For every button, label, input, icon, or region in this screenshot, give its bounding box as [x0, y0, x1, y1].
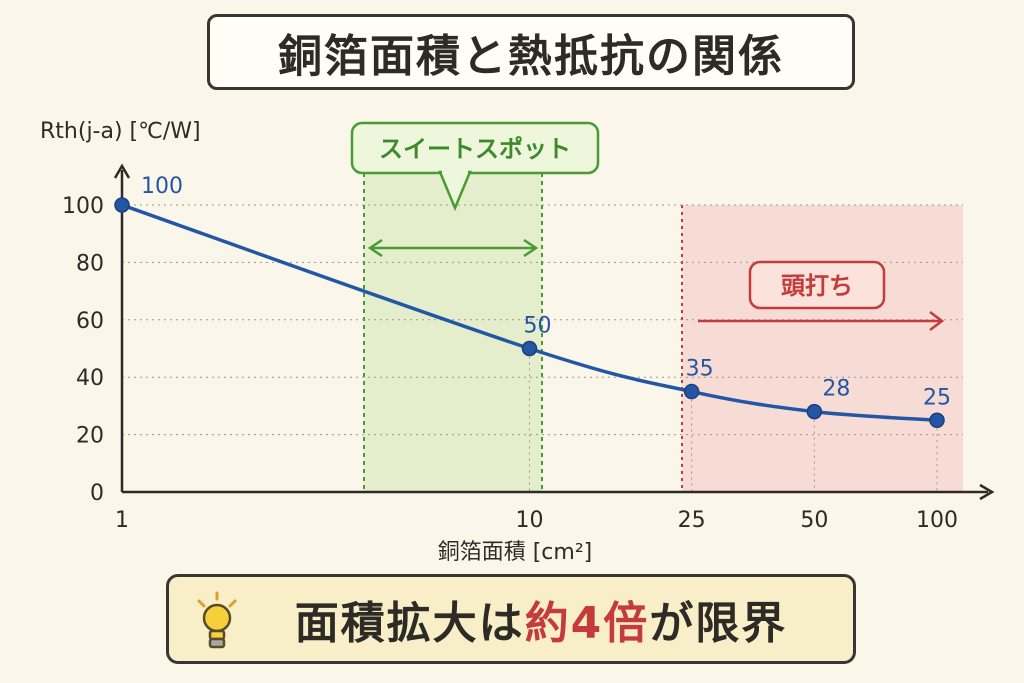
data-points — [114, 197, 945, 428]
data-label: 50 — [524, 314, 552, 339]
plateau-arrow-head — [929, 311, 945, 331]
y-axis-label: Rth(j-a) [℃/W] — [40, 119, 201, 144]
y-tick-label: 80 — [76, 251, 104, 276]
data-label: 100 — [141, 174, 183, 199]
x-axis-arrow — [979, 483, 995, 501]
x-tick-label: 25 — [678, 508, 706, 533]
x-tick-label: 10 — [516, 508, 544, 533]
x-axis-label: 銅箔面積 [cm²] — [438, 540, 593, 565]
y-tick-label: 40 — [76, 366, 104, 391]
data-label: 25 — [923, 385, 951, 410]
page-title: 銅箔面積と熱抵抗の関係 — [207, 14, 855, 90]
y-tick-label: 100 — [62, 194, 104, 219]
sweet-spot-arrow-right-head — [523, 238, 539, 258]
conclusion-prefix: 面積拡大は — [294, 598, 525, 649]
grid — [122, 204, 963, 492]
sweet-spot-region — [364, 165, 542, 492]
y-tick-labels: 0 20 40 60 80 100 — [62, 194, 104, 506]
data-point — [114, 197, 130, 213]
x-tick-label: 50 — [800, 508, 828, 533]
series-line — [120, 203, 939, 422]
x-tick-label: 1 — [115, 508, 129, 533]
y-axis-arrow — [113, 163, 131, 179]
plateau-region — [682, 205, 963, 492]
data-labels: 100 50 35 28 25 — [141, 174, 951, 410]
data-label: 35 — [686, 357, 714, 382]
y-tick-label: 20 — [76, 424, 104, 449]
data-point — [683, 383, 700, 400]
sweet-spot-arrow-left-head — [367, 238, 383, 258]
conclusion-text: 面積拡大は約4倍が限界 — [235, 587, 788, 651]
conclusion-highlight: 約4倍 — [524, 598, 650, 649]
data-point — [521, 340, 538, 357]
x-tick-label: 100 — [916, 508, 958, 533]
data-label: 28 — [822, 377, 850, 402]
x-tick-labels: 1 10 25 50 100 — [115, 508, 958, 533]
y-tick-label: 60 — [76, 309, 104, 334]
y-tick-label: 0 — [90, 481, 104, 506]
data-point — [806, 403, 823, 420]
data-point — [929, 412, 945, 428]
sweet-spot-label-box — [350, 121, 600, 175]
sweet-spot-label: スイートスポット — [379, 135, 571, 163]
plateau-label: 頭打ち — [781, 272, 853, 300]
lightbulb-icon — [197, 591, 237, 649]
conclusion-callout: 面積拡大は約4倍が限界 — [166, 574, 856, 664]
title-text: 銅箔面積と熱抵抗の関係 — [278, 31, 784, 82]
conclusion-suffix: が限界 — [649, 598, 788, 649]
plateau-label-box — [748, 260, 886, 310]
